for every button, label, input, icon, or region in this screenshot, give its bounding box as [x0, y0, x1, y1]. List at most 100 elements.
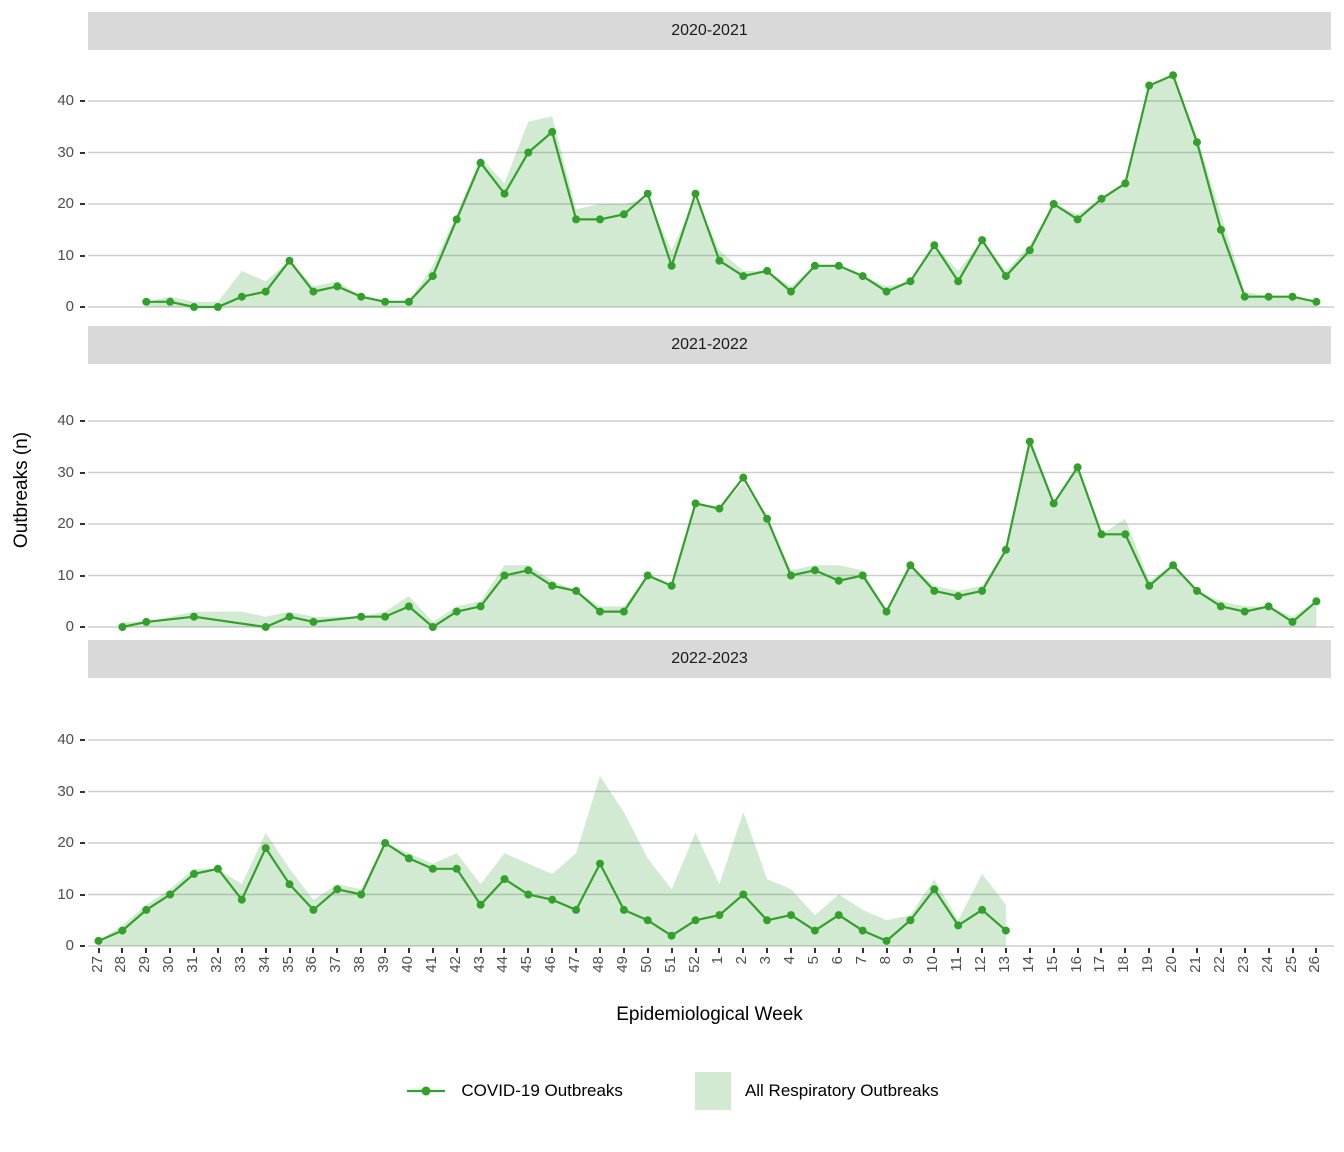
y-axis-tick: [80, 945, 85, 947]
x-axis-tick-label: 34: [255, 956, 273, 973]
x-axis-tick: [1100, 948, 1103, 953]
covid-data-point: [596, 859, 604, 868]
covid-data-point: [572, 215, 581, 224]
panel-2022-2023: [88, 678, 1334, 948]
covid-data-point: [978, 586, 987, 595]
y-axis-tick-label: 0: [65, 298, 74, 315]
y-axis-tick: [80, 100, 85, 102]
covid-data-point: [524, 890, 533, 899]
covid-data-point: [1193, 138, 1201, 147]
covid-data-point: [166, 297, 175, 306]
legend: COVID-19 Outbreaks All Respiratory Outbr…: [0, 1072, 1344, 1110]
covid-data-point: [428, 272, 437, 281]
x-axis-tick-label: 9: [900, 956, 918, 965]
panel-2021-2022: [88, 364, 1334, 634]
y-axis-tick: [80, 574, 85, 577]
covid-data-point: [548, 127, 557, 136]
y-axis-title: Outbreaks (n): [11, 431, 32, 549]
x-axis-tick: [264, 948, 267, 953]
covid-data-point: [285, 256, 294, 265]
x-axis-tick: [551, 948, 554, 953]
facet-title: 2020-2021: [671, 22, 748, 39]
covid-data-point: [906, 561, 915, 570]
covid-data-point: [309, 905, 318, 914]
x-axis-tick: [598, 948, 601, 953]
area-key-icon: [694, 1072, 731, 1110]
all-respiratory-area: [146, 75, 1317, 307]
covid-data-point: [715, 256, 724, 265]
facet-strip-2021-2022: 2021-2022: [88, 326, 1331, 364]
covid-data-point: [357, 890, 366, 899]
x-axis-tick: [861, 948, 864, 953]
y-axis-tick-label: 30: [57, 463, 74, 481]
covid-data-point: [1312, 297, 1321, 306]
y-axis-tick-label: 20: [57, 195, 74, 212]
x-axis-tick-label: 14: [1019, 956, 1037, 973]
y-axis-tick-label: 30: [57, 782, 74, 800]
covid-data-point: [237, 292, 246, 301]
y-axis-tick: [80, 203, 85, 205]
covid-data-point: [787, 571, 795, 580]
panel-2020-2021: [88, 50, 1334, 320]
covid-data-point: [309, 287, 318, 296]
x-axis-tick: [933, 948, 936, 953]
covid-data-point: [787, 287, 795, 296]
covid-data-point: [643, 916, 652, 925]
x-axis-tick-label: 20: [1163, 956, 1181, 973]
x-axis-tick-label: 39: [375, 956, 393, 973]
covid-data-point: [428, 623, 437, 631]
covid-data-point: [357, 292, 366, 301]
covid-data-point: [1097, 194, 1106, 203]
x-axis-tick: [1028, 948, 1031, 953]
covid-data-point: [142, 617, 151, 626]
covid-data-point: [1193, 586, 1201, 595]
covid-data-point: [452, 607, 461, 616]
covid-data-point: [285, 880, 294, 889]
x-axis-tick-label: 23: [1234, 956, 1252, 973]
x-axis-tick-label: 45: [518, 956, 536, 973]
x-axis-tick-label: 26: [1306, 956, 1324, 973]
x-axis-tick-label: 47: [566, 956, 584, 973]
x-axis-tick: [981, 948, 984, 953]
x-axis-tick-label: 50: [637, 956, 655, 973]
covid-data-point: [285, 612, 294, 621]
covid-data-point: [954, 277, 963, 286]
covid-data-point: [381, 612, 390, 621]
x-axis-tick: [909, 948, 912, 953]
legend-label-respiratory: All Respiratory Outbreaks: [744, 1081, 939, 1100]
covid-data-point: [1216, 602, 1225, 611]
x-axis-tick: [503, 948, 506, 953]
covid-data-point: [739, 473, 748, 482]
x-axis-tick: [240, 948, 243, 953]
covid-data-point: [237, 895, 246, 904]
x-axis-tick-label: 36: [303, 956, 321, 973]
covid-data-point: [476, 900, 485, 909]
covid-data-point: [906, 277, 915, 286]
y-axis-tick-label: 10: [57, 566, 74, 584]
covid-data-point: [94, 936, 103, 945]
x-axis-tick-label: 6: [828, 956, 846, 965]
covid-data-point: [1001, 272, 1010, 281]
covid-data-point: [261, 844, 270, 853]
y-axis-tick-label: 20: [57, 834, 74, 851]
covid-data-point: [763, 916, 772, 925]
x-axis-tick-label: 5: [804, 956, 822, 965]
legend-label-covid: COVID-19 Outbreaks: [461, 1081, 623, 1100]
x-axis-tick-label: 29: [136, 956, 154, 973]
covid-data-point: [978, 236, 987, 245]
covid-data-point: [190, 869, 198, 878]
x-axis-tick-label: 46: [542, 956, 560, 973]
x-axis-tick-label: 21: [1186, 956, 1204, 973]
covid-data-point: [333, 885, 342, 894]
covid-data-point: [142, 905, 151, 914]
facet-plot: [88, 420, 1334, 631]
facet-plot: [88, 739, 1334, 947]
y-axis-tick: [80, 254, 85, 257]
x-axis-tick: [431, 948, 434, 953]
x-axis-tick-label: 10: [924, 956, 942, 973]
x-axis-tick: [1315, 948, 1318, 953]
covid-data-point: [1097, 530, 1106, 539]
x-axis-tick-label: 25: [1282, 956, 1300, 973]
covid-data-point: [834, 576, 843, 585]
